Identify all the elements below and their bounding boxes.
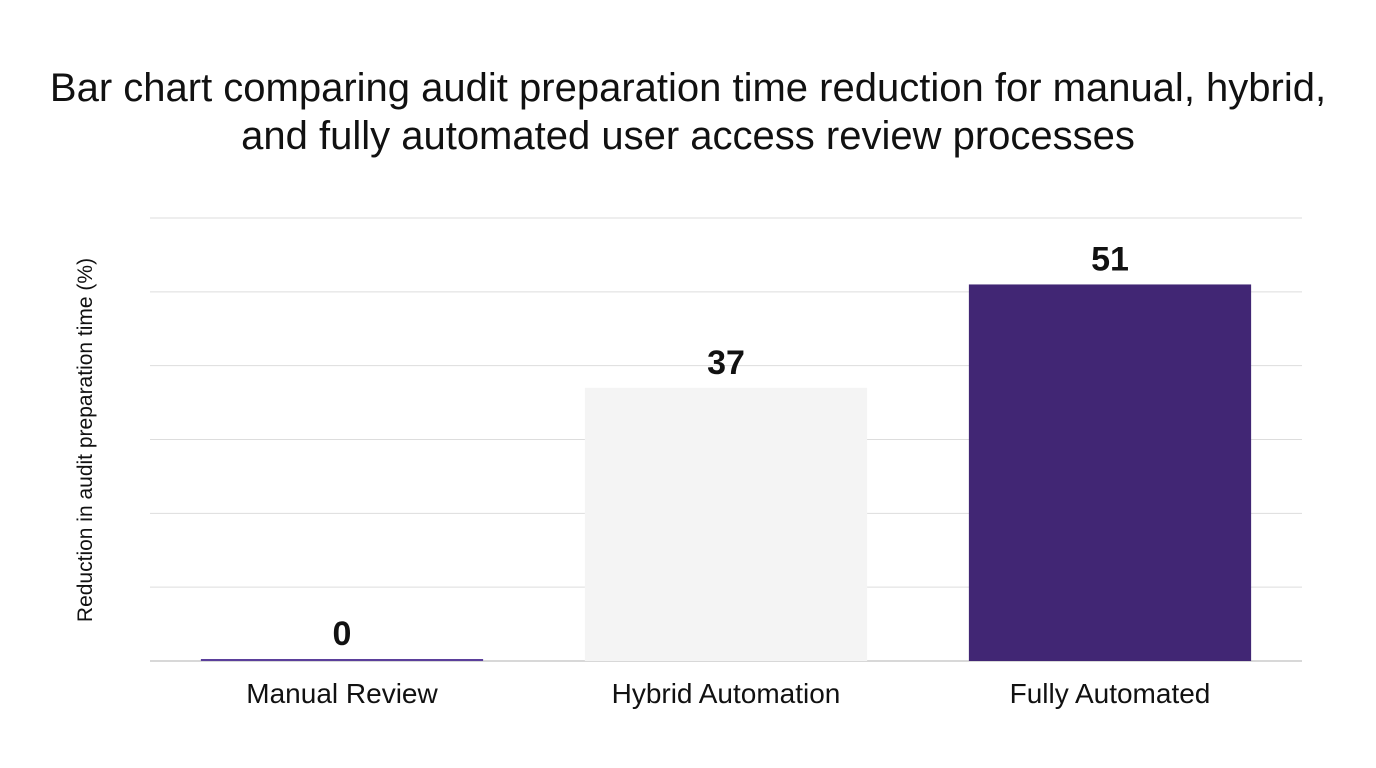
y-axis-label: Reduction in audit preparation time (%) bbox=[74, 258, 97, 622]
x-tick-label: Fully Automated bbox=[1010, 678, 1211, 709]
chart-title: Bar chart comparing audit preparation ti… bbox=[49, 66, 1327, 158]
data-labels: 0 37 51 bbox=[333, 240, 1129, 653]
bar-fully-automated bbox=[968, 284, 1252, 661]
bars bbox=[200, 284, 1252, 661]
x-tick-label: Hybrid Automation bbox=[612, 678, 841, 709]
bar-hybrid-automation bbox=[584, 387, 868, 661]
bar-manual-review bbox=[200, 659, 484, 661]
data-label: 37 bbox=[707, 344, 745, 382]
x-tick-labels: Manual Review Hybrid Automation Fully Auto… bbox=[246, 678, 1210, 709]
data-label: 0 bbox=[333, 615, 352, 653]
data-label: 51 bbox=[1091, 240, 1129, 278]
x-tick-label: Manual Review bbox=[246, 678, 438, 709]
